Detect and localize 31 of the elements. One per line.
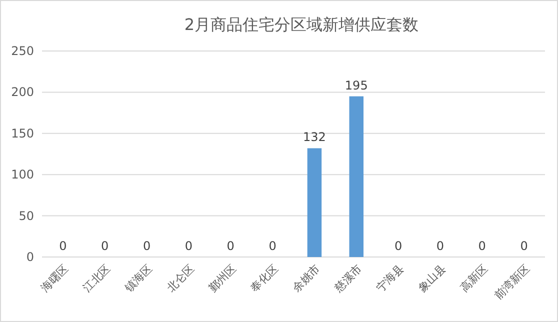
x-tick-label: 奉化区 (248, 262, 281, 294)
y-tick-label: 0 (26, 250, 34, 264)
y-tick-label: 150 (11, 126, 34, 140)
y-tick-label: 200 (11, 85, 34, 100)
x-tick-label: 高新区 (458, 262, 490, 294)
data-label: 132 (303, 130, 326, 144)
data-label: 0 (478, 239, 486, 253)
x-tick-label: 慈溪市 (331, 262, 364, 296)
x-tick-label: 镇海区 (122, 262, 155, 296)
x-tick-label: 象山县 (416, 262, 448, 294)
y-tick-label: 50 (18, 208, 34, 223)
x-tick-label: 宁海县 (374, 262, 406, 294)
y-tick-label: 250 (11, 44, 34, 58)
x-tick-label: 海曙区 (38, 262, 72, 294)
x-tick-label: 北仑区 (164, 262, 197, 294)
data-label: 0 (520, 239, 528, 253)
data-label: 0 (142, 239, 151, 253)
data-label: 0 (268, 239, 276, 253)
x-tick-label: 前湾新区 (492, 262, 532, 302)
data-label: 0 (436, 239, 444, 253)
data-label: 195 (344, 78, 368, 92)
x-tick-label: 余姚市 (290, 262, 323, 294)
data-label: 0 (184, 239, 193, 253)
data-label: 0 (394, 239, 402, 253)
chart-title: 2月商品住宅分区域新增供应套数 (184, 15, 419, 34)
x-tick-label: 鄞州区 (206, 262, 239, 294)
data-label: 0 (226, 239, 234, 253)
data-label: 0 (101, 239, 109, 253)
x-tick-label: 江北区 (80, 262, 113, 294)
data-label: 0 (59, 239, 67, 253)
y-tick-label: 100 (11, 168, 34, 182)
